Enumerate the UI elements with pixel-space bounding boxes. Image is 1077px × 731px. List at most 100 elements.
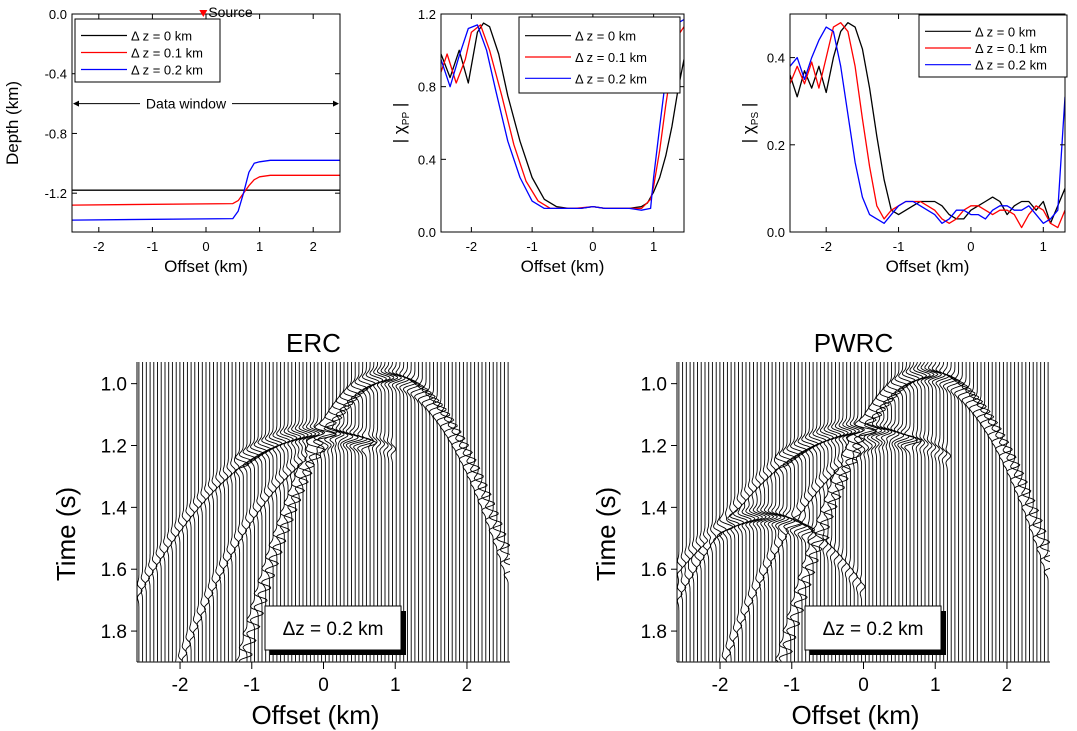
trace-erc-17 (200, 362, 206, 662)
trace-pwrc-16 (733, 362, 748, 662)
trace-erc-80 (432, 362, 447, 662)
legend-box-depth (74, 18, 221, 83)
y-axis-label-main-ps: | χ (739, 125, 758, 143)
trace-erc-79 (429, 362, 443, 662)
trace-erc-24 (226, 362, 233, 662)
trace-pwrc-8 (706, 362, 711, 662)
trace-pwrc-91 (1013, 362, 1028, 662)
chart-title-erc: ERC (286, 328, 341, 358)
chart-title-pwrc: PWRC (814, 328, 893, 358)
trace-erc-94 (485, 362, 499, 662)
trace-erc-8 (166, 362, 173, 662)
source-marker (199, 10, 208, 17)
series-line-ps-0 (790, 22, 1065, 224)
trace-erc-19 (207, 362, 214, 662)
trace-pwrc-89 (1006, 362, 1021, 662)
legend-box-ps (918, 14, 1068, 78)
trace-erc-23 (222, 362, 229, 662)
ytick-label-pp-2: 0.8 (418, 80, 436, 95)
annotation-erc: Δz = 0.2 km (283, 619, 384, 640)
trace-pwrc-29 (782, 362, 797, 662)
legend-label-pp-1: Δ z = 0.1 km (575, 50, 647, 65)
trace-erc-32 (253, 362, 268, 662)
trace-erc-22 (219, 362, 225, 662)
legend-box-pp (518, 16, 681, 94)
xtick-label-pwrc-2: 0 (858, 675, 869, 696)
trace-erc-33 (257, 362, 272, 662)
trace-erc-14 (189, 362, 195, 662)
trace-pwrc-13 (722, 362, 736, 662)
trace-pwrc-5 (694, 362, 702, 662)
plot-frame-ps (789, 13, 1066, 233)
y-axis-label-sub-pp: PP (401, 112, 412, 126)
x-axis-label-erc: Offset (km) (251, 700, 379, 730)
ytick-label-erc-0: 1.0 (101, 375, 127, 396)
trace-erc-86 (455, 362, 470, 662)
trace-erc-1 (140, 362, 147, 662)
trace-pwrc-6 (698, 362, 705, 662)
y-axis-label-depth: Depth (km) (3, 81, 22, 165)
xtick-label-erc-3: 1 (390, 675, 401, 696)
trace-pwrc-83 (984, 362, 999, 662)
ytick-label-erc-2: 1.4 (101, 498, 128, 519)
y-axis-label-main-pp: | χ (390, 125, 409, 143)
trace-pwrc-22 (756, 362, 771, 662)
trace-pwrc-95 (1028, 362, 1043, 662)
ytick-label-pp-1: 0.4 (418, 152, 436, 167)
trace-pwrc-4 (691, 362, 698, 662)
trace-erc-3 (148, 362, 154, 662)
trace-pwrc-19 (745, 362, 760, 662)
trace-erc-90 (469, 362, 484, 662)
trace-erc-99 (503, 362, 510, 662)
trace-erc-2 (144, 362, 150, 662)
trace-pwrc-87 (998, 362, 1013, 662)
trace-pwrc-14 (726, 362, 740, 662)
xtick-label-pp-0: -2 (466, 239, 478, 254)
ytick-label-pp-3: 1.2 (418, 7, 436, 22)
legend-label-ps-2: Δ z = 0.2 km (975, 58, 1047, 73)
trace-erc-26 (233, 362, 240, 662)
trace-erc-20 (211, 362, 218, 662)
trace-erc-16 (196, 362, 203, 662)
xtick-label-pwrc-3: 1 (930, 675, 941, 696)
series-line-depth-2 (72, 159, 340, 221)
ytick-label-pwrc-2: 1.4 (641, 498, 668, 519)
data-window-arrow-right (333, 100, 339, 107)
trace-erc-95 (488, 362, 503, 662)
trace-pwrc-3 (687, 362, 694, 662)
chart-ps: -2 -1 0 1 0.0 0.2 0.4 Offset (km) | χPS | Δ z = 0… (739, 13, 1068, 276)
trace-erc-73 (406, 362, 421, 662)
chart-pp: -2 -1 0 1 0.0 0.4 0.8 1.2 Offset (km) | χPP | Δ z … (390, 7, 685, 276)
trace-pwrc-11 (716, 362, 727, 662)
trace-erc-10 (174, 362, 180, 662)
source-label: Source (208, 4, 253, 20)
trace-erc-72 (402, 362, 417, 662)
trace-erc-12 (181, 362, 188, 662)
trace-pwrc-20 (748, 362, 763, 662)
x-axis-label-depth: Offset (km) (164, 257, 248, 276)
xtick-label-depth-3: 1 (256, 239, 263, 254)
trace-pwrc-78 (965, 362, 980, 662)
trace-erc-74 (410, 362, 425, 662)
trace-pwrc-80 (972, 362, 987, 662)
trace-erc-27 (235, 362, 249, 662)
xtick-label-depth-1: -1 (147, 239, 159, 254)
trace-erc-93 (481, 362, 495, 662)
legend-pp: Δ z = 0 km Δ z = 0.1 km Δ z = 0.2 km (518, 16, 681, 94)
trace-erc-96 (492, 362, 507, 662)
ytick-label-erc-1: 1.2 (101, 437, 127, 458)
legend-label-depth-2: Δ z = 0.2 km (131, 63, 203, 78)
trace-erc-13 (185, 362, 191, 662)
series-line-depth-1 (72, 174, 340, 206)
plot-frame-pp (440, 13, 685, 233)
trace-erc-83 (443, 362, 458, 662)
ytick-label-depth-2: -0.8 (45, 126, 67, 141)
y-axis-label-sub-ps: PS (750, 112, 761, 126)
trace-pwrc-92 (1017, 362, 1032, 662)
trace-pwrc-74 (950, 362, 965, 662)
trace-pwrc-25 (767, 362, 782, 662)
trace-pwrc-72 (943, 362, 958, 662)
ytick-label-ps-2: 0.4 (767, 51, 785, 66)
xtick-label-pp-2: 0 (589, 239, 596, 254)
trace-erc-97 (496, 362, 510, 662)
